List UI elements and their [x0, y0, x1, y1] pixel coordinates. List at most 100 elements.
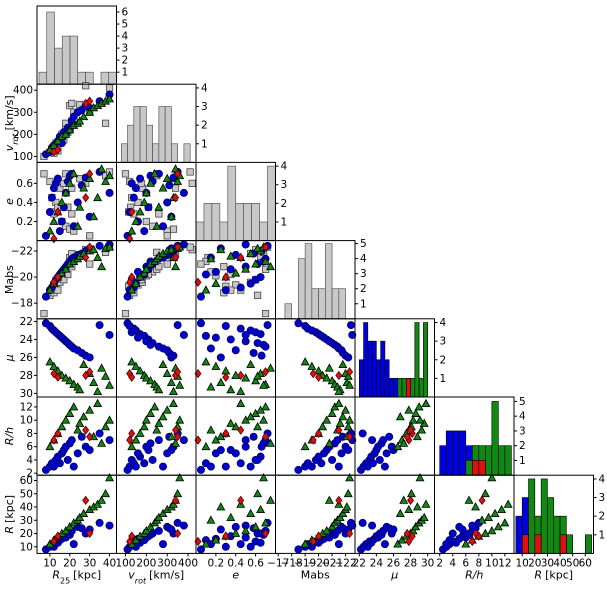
data-point — [397, 535, 407, 544]
data-point — [154, 512, 164, 522]
data-point — [226, 265, 235, 274]
data-point — [55, 459, 64, 468]
histogram-bar — [146, 124, 153, 163]
data-point — [251, 375, 261, 385]
data-point — [79, 359, 89, 369]
data-point — [146, 522, 155, 531]
hist-tick-label: 1 — [360, 298, 367, 310]
data-point — [166, 431, 176, 441]
data-point — [468, 536, 476, 547]
data-point — [222, 272, 230, 282]
histogram-bar — [259, 221, 268, 241]
data-point — [201, 331, 210, 340]
histogram-bar — [38, 71, 48, 85]
data-point — [179, 521, 188, 530]
data-point — [417, 425, 427, 434]
hist-tick-label: 3 — [360, 268, 367, 280]
axis-label: e — [232, 568, 239, 581]
data-point — [307, 462, 316, 471]
data-point — [61, 415, 71, 424]
data-point — [69, 379, 79, 388]
data-point — [188, 179, 196, 187]
histogram-bar — [566, 534, 573, 554]
x-tick-label: 10 — [516, 557, 529, 569]
data-point — [343, 371, 353, 380]
data-point — [93, 398, 103, 408]
axis-label: R/h — [465, 568, 483, 581]
data-point — [338, 359, 348, 369]
data-point — [380, 540, 389, 549]
y-tick-label: 2 — [26, 468, 33, 480]
data-point — [500, 518, 510, 527]
data-point — [159, 222, 168, 231]
data-point — [139, 268, 149, 277]
histogram-bar — [331, 288, 340, 320]
label-name: v — [128, 568, 135, 581]
x-tick-label: 30 — [421, 557, 434, 569]
data-point — [146, 178, 155, 187]
x-tick-label: −18 — [281, 557, 303, 569]
data-point — [45, 207, 54, 216]
data-point — [127, 441, 137, 451]
histogram-bar — [498, 445, 506, 476]
data-point — [309, 435, 317, 445]
data-point — [154, 418, 164, 427]
histogram-bar — [164, 106, 172, 163]
data-point — [154, 202, 164, 211]
data-point — [73, 449, 82, 458]
histogram-bar — [547, 497, 555, 554]
data-point — [324, 363, 334, 372]
data-point — [318, 421, 328, 431]
histogram-bar — [158, 106, 166, 163]
data-point — [79, 508, 89, 518]
data-point — [327, 522, 337, 531]
data-point — [69, 462, 78, 471]
data-point — [86, 232, 94, 240]
data-point — [50, 277, 58, 287]
x-tick-label: 12 — [498, 557, 511, 569]
data-point — [375, 455, 384, 464]
data-point — [127, 455, 136, 464]
data-point — [142, 217, 150, 226]
hist-tick-label: 5 — [360, 238, 367, 250]
data-point — [41, 292, 50, 301]
data-point — [389, 525, 398, 534]
data-point — [127, 179, 136, 188]
x-tick-label: 20 — [528, 557, 541, 569]
data-point — [222, 372, 230, 382]
data-point — [85, 446, 94, 455]
data-point — [75, 202, 85, 211]
data-point — [101, 421, 111, 431]
data-point — [158, 412, 168, 421]
data-point — [101, 371, 111, 380]
data-point — [411, 408, 421, 417]
histogram-bar — [54, 47, 63, 85]
data-point — [490, 508, 500, 518]
histogram-bar — [471, 460, 480, 476]
data-point — [236, 540, 245, 549]
hist-tick-label: 4 — [201, 82, 208, 94]
data-point — [171, 438, 181, 447]
data-point — [399, 438, 409, 447]
data-point — [395, 412, 405, 421]
hist-tick-label: 4 — [440, 317, 447, 329]
histogram-bar — [528, 478, 536, 554]
data-point — [322, 373, 332, 382]
data-point — [159, 462, 168, 471]
data-point — [399, 495, 409, 504]
data-point — [211, 535, 221, 544]
data-point — [246, 542, 255, 551]
data-point — [50, 234, 58, 244]
histogram-bar — [61, 35, 71, 85]
histogram-bar — [304, 243, 313, 320]
data-point — [216, 431, 226, 441]
data-point — [241, 526, 251, 535]
data-point — [256, 504, 266, 514]
data-point — [135, 428, 145, 437]
data-point — [127, 226, 137, 235]
data-point — [45, 226, 55, 235]
axis-label: R [kpc] — [3, 495, 16, 534]
data-point — [67, 436, 76, 445]
data-point — [57, 421, 67, 431]
y-tick-label: −18 — [11, 298, 33, 310]
